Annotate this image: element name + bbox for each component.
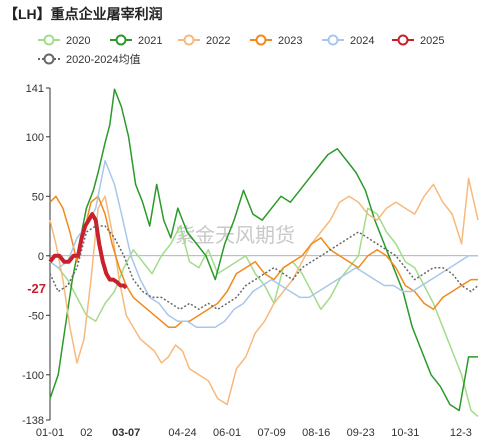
- legend: 2020 2021 2022 2023 2024 2025 2020-2024均值: [38, 34, 444, 66]
- x-tick-label: 09-23: [347, 427, 375, 439]
- y-tick-label: 0: [38, 251, 44, 263]
- legend-marker: [397, 34, 409, 46]
- x-tick-label: 12-3: [450, 427, 472, 439]
- legend-item[interactable]: 2020-2024均值: [38, 53, 141, 66]
- y-tick-label: 100: [26, 132, 44, 144]
- series-line: [49, 88, 478, 412]
- series-line: [49, 159, 478, 328]
- x-tick-label: 07-09: [258, 427, 286, 439]
- series-group: [48, 88, 479, 417]
- legend-label: 2022: [206, 35, 230, 47]
- x-tick-label: 03-07: [112, 427, 140, 439]
- series-line: [48, 212, 128, 290]
- x-tick-label: 04-24: [168, 427, 196, 439]
- y-tick-label: -100: [22, 370, 44, 382]
- y-tick-label: -50: [28, 310, 44, 322]
- y-tick-label: -138: [22, 415, 44, 427]
- x-tick-label: 06-01: [213, 427, 241, 439]
- legend-label: 2023: [278, 35, 302, 47]
- legend-marker: [255, 34, 267, 46]
- watermark-text: 紫金天风期货: [175, 224, 295, 247]
- legend-marker: [327, 34, 339, 46]
- series-line: [49, 225, 479, 311]
- series-line: [49, 207, 479, 417]
- series-line: [49, 177, 479, 406]
- legend-item[interactable]: 2023: [250, 34, 302, 47]
- legend-marker: [43, 53, 55, 65]
- legend-marker: [183, 34, 195, 46]
- legend-label: 2025: [420, 35, 444, 47]
- legend-label: 2024: [350, 35, 374, 47]
- x-tick-label: 10-31: [391, 427, 419, 439]
- legend-marker: [115, 34, 127, 46]
- legend-label: 2021: [138, 35, 162, 47]
- x-tick-label: 08-16: [302, 427, 330, 439]
- series-line: [49, 195, 478, 328]
- legend-item[interactable]: 2025: [392, 34, 444, 47]
- y-tick-label: 141: [26, 83, 44, 95]
- legend-label: 2020-2024均值: [66, 53, 141, 66]
- legend-label: 2020: [66, 35, 90, 47]
- y-tick-label: 50: [32, 191, 44, 203]
- x-tick-label: 02: [80, 427, 92, 439]
- legend-item[interactable]: 2022: [178, 34, 230, 47]
- axes: [49, 88, 478, 420]
- current-value-label: -27: [27, 281, 46, 296]
- legend-item[interactable]: 2020: [38, 34, 90, 47]
- legend-item[interactable]: 2021: [110, 34, 162, 47]
- chart-title: 【LH】重点企业屠宰利润: [4, 6, 163, 22]
- legend-item[interactable]: 2024: [322, 34, 374, 47]
- x-tick-label: 01-01: [36, 427, 64, 439]
- legend-marker: [43, 34, 55, 46]
